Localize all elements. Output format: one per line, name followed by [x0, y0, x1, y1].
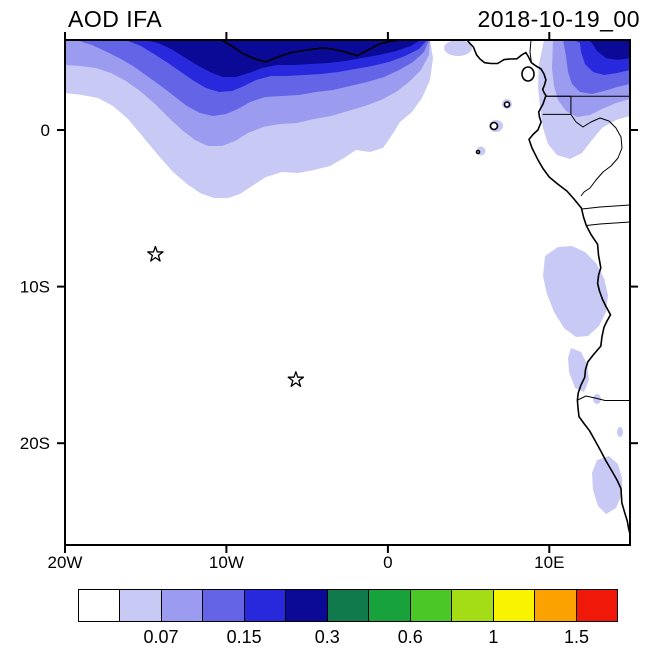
colorbar-box: [120, 590, 162, 621]
coastline: [221, 40, 630, 535]
x-tick-label-10w: 10W: [209, 553, 244, 572]
plot-frame: [64, 39, 631, 546]
colorbar-box: [327, 590, 370, 621]
colorbar-box: [410, 590, 453, 621]
country-borders: [529, 40, 630, 401]
colorbar-tick-label: 0.07: [143, 627, 179, 647]
colorbar-box: [576, 590, 618, 621]
colorbar-tick-label: 1: [488, 627, 499, 647]
y-tick-label-20s: 20S: [20, 434, 50, 453]
station-markers: [147, 245, 305, 387]
colorbar: [78, 589, 618, 622]
station-star-marker: [287, 371, 305, 387]
plot-title: AOD IFA: [68, 6, 163, 32]
map-layers: [65, 40, 630, 535]
colorbar-tick-label: 0.6: [397, 627, 423, 647]
colorbar-box: [161, 590, 204, 621]
y-tick-label-10s: 10S: [20, 278, 50, 297]
map-plot: 20W 10W 0 10E 0 10S 20S: [20, 32, 638, 572]
colorbar-box: [493, 590, 536, 621]
colorbar-tick-label: 1.5: [563, 627, 589, 647]
plot-datetime: 2018-10-19_00: [477, 6, 640, 32]
aod-contour-level-5: [118, 40, 630, 77]
island-principe: [503, 101, 511, 108]
colorbar-box: [244, 590, 287, 621]
colorbar-tick-label: 0.15: [226, 627, 262, 647]
colorbar-box: [286, 590, 328, 621]
x-tick-label-20w: 20W: [48, 553, 83, 572]
island-annobon: [475, 149, 481, 155]
axis-ticks: [57, 32, 638, 553]
colorbar-box: [369, 590, 411, 621]
colorbar-tick-label: 0.3: [314, 627, 340, 647]
island-sao-tome: [489, 121, 499, 131]
island-bioko: [521, 66, 535, 82]
x-tick-label-0: 0: [383, 553, 392, 572]
axis-labels: 20W 10W 0 10E 0 10S 20S: [20, 121, 565, 572]
colorbar-labels: 0.07 0.15 0.3 0.6 1 1.5: [78, 627, 618, 653]
colorbar-box: [452, 590, 494, 621]
colorbar-box: [535, 590, 577, 621]
x-tick-label-10e: 10E: [534, 553, 564, 572]
colorbar-box: [203, 590, 245, 621]
station-star-marker: [147, 245, 164, 262]
colorbar-box: [79, 590, 121, 621]
y-tick-label-0: 0: [41, 121, 50, 140]
